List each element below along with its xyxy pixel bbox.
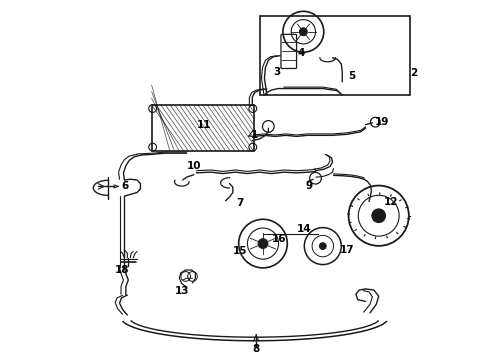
Circle shape: [372, 209, 386, 222]
Circle shape: [299, 28, 307, 36]
Text: 8: 8: [252, 343, 260, 354]
Text: 13: 13: [174, 286, 189, 296]
Text: 11: 11: [196, 120, 211, 130]
Text: 18: 18: [115, 265, 130, 275]
Text: 17: 17: [340, 245, 354, 255]
Text: 15: 15: [233, 247, 247, 256]
Text: 10: 10: [187, 161, 201, 171]
Bar: [260, 16, 410, 95]
Bar: [151, 105, 254, 151]
Text: 2: 2: [411, 68, 418, 78]
Text: 19: 19: [375, 117, 389, 127]
Circle shape: [319, 243, 326, 249]
Text: 4: 4: [297, 48, 305, 58]
Text: 3: 3: [273, 67, 280, 77]
Text: 14: 14: [297, 224, 312, 234]
Circle shape: [258, 239, 268, 248]
Text: 16: 16: [272, 234, 286, 244]
Text: 12: 12: [384, 197, 398, 207]
Text: 6: 6: [122, 181, 129, 192]
Text: 9: 9: [306, 181, 313, 191]
Text: 7: 7: [237, 198, 244, 208]
Text: 1: 1: [251, 130, 258, 140]
Text: 5: 5: [348, 71, 356, 81]
